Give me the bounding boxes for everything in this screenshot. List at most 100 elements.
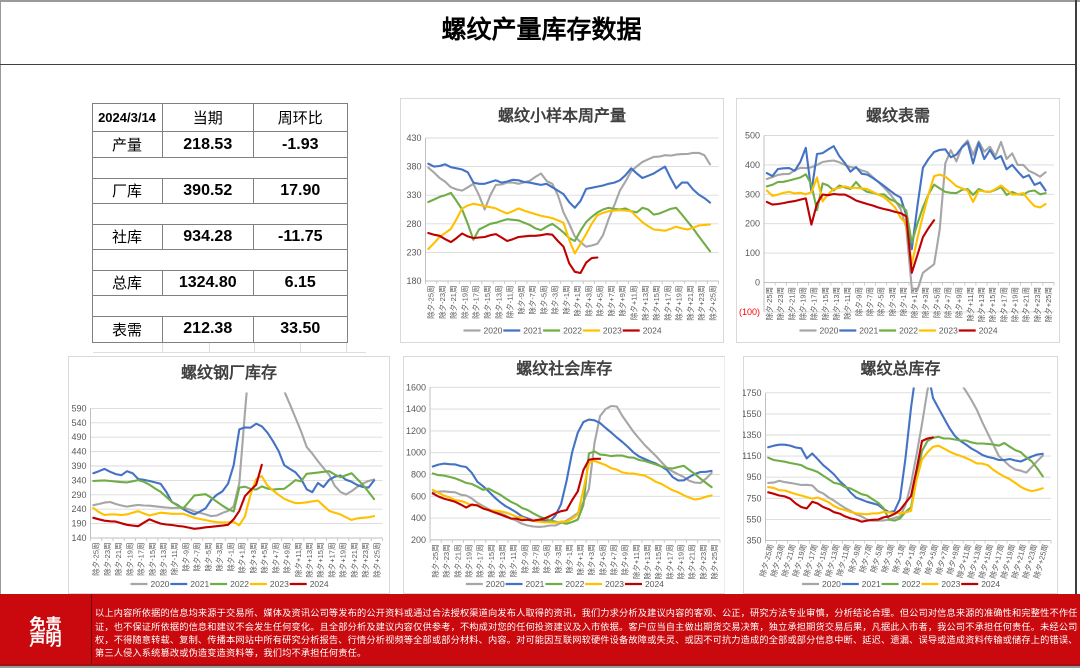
svg-text:除夕-25周: 除夕-25周 — [764, 287, 774, 320]
svg-text:除夕+25周: 除夕+25周 — [709, 544, 719, 579]
svg-text:350: 350 — [746, 536, 761, 546]
svg-text:除夕-23周: 除夕-23周 — [101, 543, 111, 576]
svg-text:除夕+5周: 除夕+5周 — [931, 287, 941, 318]
svg-text:除夕+11周: 除夕+11周 — [964, 287, 974, 322]
svg-text:除夕-15周: 除夕-15周 — [486, 544, 496, 577]
svg-text:除夕-21周: 除夕-21周 — [452, 544, 462, 577]
svg-text:除夕+17周: 除夕+17周 — [664, 544, 674, 579]
svg-text:390: 390 — [71, 461, 86, 471]
svg-text:除夕-5周: 除夕-5周 — [202, 543, 212, 572]
svg-text:100: 100 — [744, 248, 759, 258]
svg-text:2024: 2024 — [978, 326, 997, 336]
svg-text:2021: 2021 — [523, 326, 542, 336]
svg-text:除夕+17周: 除夕+17周 — [998, 287, 1008, 322]
svg-text:600: 600 — [411, 491, 426, 501]
svg-text:除夕-25周: 除夕-25周 — [430, 544, 440, 577]
svg-text:除夕-13周: 除夕-13周 — [497, 544, 507, 577]
svg-text:1600: 1600 — [406, 382, 426, 392]
svg-text:1750: 1750 — [743, 388, 762, 398]
svg-text:除夕+23周: 除夕+23周 — [1031, 287, 1041, 322]
svg-text:2022: 2022 — [902, 579, 921, 589]
svg-text:除夕-9周: 除夕-9周 — [180, 543, 190, 572]
svg-text:除夕+9周: 除夕+9周 — [620, 544, 630, 575]
svg-text:除夕-9周: 除夕-9周 — [853, 287, 863, 316]
svg-text:2022: 2022 — [565, 579, 584, 589]
svg-text:除夕+13周: 除夕+13周 — [304, 543, 314, 578]
svg-text:2024: 2024 — [645, 579, 664, 589]
svg-text:380: 380 — [406, 162, 421, 172]
svg-text:2023: 2023 — [602, 326, 621, 336]
svg-text:除夕+25周: 除夕+25周 — [371, 543, 381, 578]
svg-text:除夕-19周: 除夕-19周 — [797, 287, 807, 320]
svg-text:除夕-21周: 除夕-21周 — [113, 543, 123, 576]
svg-text:除夕-17周: 除夕-17周 — [475, 544, 485, 577]
svg-text:除夕-19周: 除夕-19周 — [124, 543, 134, 576]
svg-text:除夕+3周: 除夕+3周 — [920, 287, 930, 318]
svg-text:除夕-21周: 除夕-21周 — [448, 286, 458, 319]
svg-text:290: 290 — [71, 490, 86, 500]
svg-text:440: 440 — [71, 447, 86, 457]
svg-text:除夕-11周: 除夕-11周 — [504, 286, 514, 319]
svg-text:540: 540 — [71, 418, 86, 428]
svg-text:1200: 1200 — [406, 426, 426, 436]
svg-text:螺纹表需: 螺纹表需 — [865, 106, 929, 125]
svg-text:除夕+15周: 除夕+15周 — [987, 287, 997, 322]
svg-text:除夕-3周: 除夕-3周 — [886, 287, 896, 316]
svg-text:除夕+15周: 除夕+15周 — [315, 543, 325, 578]
svg-text:除夕+15周: 除夕+15周 — [653, 544, 663, 579]
svg-text:除夕-13周: 除夕-13周 — [831, 287, 841, 320]
svg-text:除夕-19周: 除夕-19周 — [464, 544, 474, 577]
svg-text:2023: 2023 — [938, 326, 957, 336]
svg-text:除夕-17周: 除夕-17周 — [135, 543, 145, 576]
svg-text:190: 190 — [71, 519, 86, 529]
svg-text:螺纹小样本周产量: 螺纹小样本周产量 — [497, 106, 625, 125]
svg-text:除夕+1周: 除夕+1周 — [236, 543, 246, 574]
svg-text:500: 500 — [744, 131, 759, 141]
svg-text:300: 300 — [744, 189, 759, 199]
svg-text:2021: 2021 — [862, 579, 881, 589]
svg-text:除夕+3周: 除夕+3周 — [247, 543, 257, 574]
svg-text:590: 590 — [71, 403, 86, 413]
svg-text:除夕-11周: 除夕-11周 — [169, 543, 179, 576]
svg-text:除夕-7周: 除夕-7周 — [530, 544, 540, 573]
svg-text:除夕-7周: 除夕-7周 — [864, 287, 874, 316]
svg-text:240: 240 — [71, 504, 86, 514]
svg-text:2021: 2021 — [526, 579, 545, 589]
svg-text:除夕-11周: 除夕-11周 — [508, 544, 518, 577]
svg-text:除夕+11周: 除夕+11周 — [628, 286, 638, 321]
svg-text:除夕+19周: 除夕+19周 — [673, 286, 683, 321]
svg-text:2020: 2020 — [822, 579, 841, 589]
svg-text:除夕+9周: 除夕+9周 — [617, 286, 627, 317]
svg-text:2020: 2020 — [483, 326, 502, 336]
svg-text:800: 800 — [411, 470, 426, 480]
svg-text:2021: 2021 — [190, 579, 209, 589]
svg-text:螺纹社会库存: 螺纹社会库存 — [516, 359, 612, 378]
svg-text:除夕-5周: 除夕-5周 — [542, 544, 552, 573]
svg-text:除夕-11周: 除夕-11周 — [842, 287, 852, 320]
svg-text:200: 200 — [411, 535, 426, 545]
svg-text:除夕+7周: 除夕+7周 — [942, 287, 952, 318]
svg-text:除夕-7周: 除夕-7周 — [527, 286, 537, 315]
svg-text:除夕+7周: 除夕+7周 — [270, 543, 280, 574]
svg-text:除夕+13周: 除夕+13周 — [639, 286, 649, 321]
svg-text:除夕+19周: 除夕+19周 — [675, 544, 685, 579]
svg-text:除夕+19周: 除夕+19周 — [1009, 287, 1019, 322]
svg-text:2022: 2022 — [563, 326, 582, 336]
svg-text:除夕+1周: 除夕+1周 — [909, 287, 919, 318]
svg-text:除夕+15周: 除夕+15周 — [651, 286, 661, 321]
svg-text:除夕-17周: 除夕-17周 — [808, 287, 818, 320]
svg-text:2022: 2022 — [899, 326, 918, 336]
svg-text:除夕-3周: 除夕-3周 — [553, 544, 563, 573]
svg-text:340: 340 — [71, 475, 86, 485]
svg-text:400: 400 — [744, 160, 759, 170]
svg-text:550: 550 — [746, 514, 761, 524]
svg-text:2020: 2020 — [150, 579, 169, 589]
svg-text:除夕+3周: 除夕+3周 — [583, 286, 593, 317]
svg-text:430: 430 — [406, 133, 421, 143]
svg-text:除夕-13周: 除夕-13周 — [158, 543, 168, 576]
svg-text:除夕-17周: 除夕-17周 — [470, 286, 480, 319]
svg-text:除夕+21周: 除夕+21周 — [687, 544, 697, 579]
svg-text:除夕+7周: 除夕+7周 — [605, 286, 615, 317]
svg-text:除夕-3周: 除夕-3周 — [214, 543, 224, 572]
svg-text:除夕+13周: 除夕+13周 — [642, 544, 652, 579]
